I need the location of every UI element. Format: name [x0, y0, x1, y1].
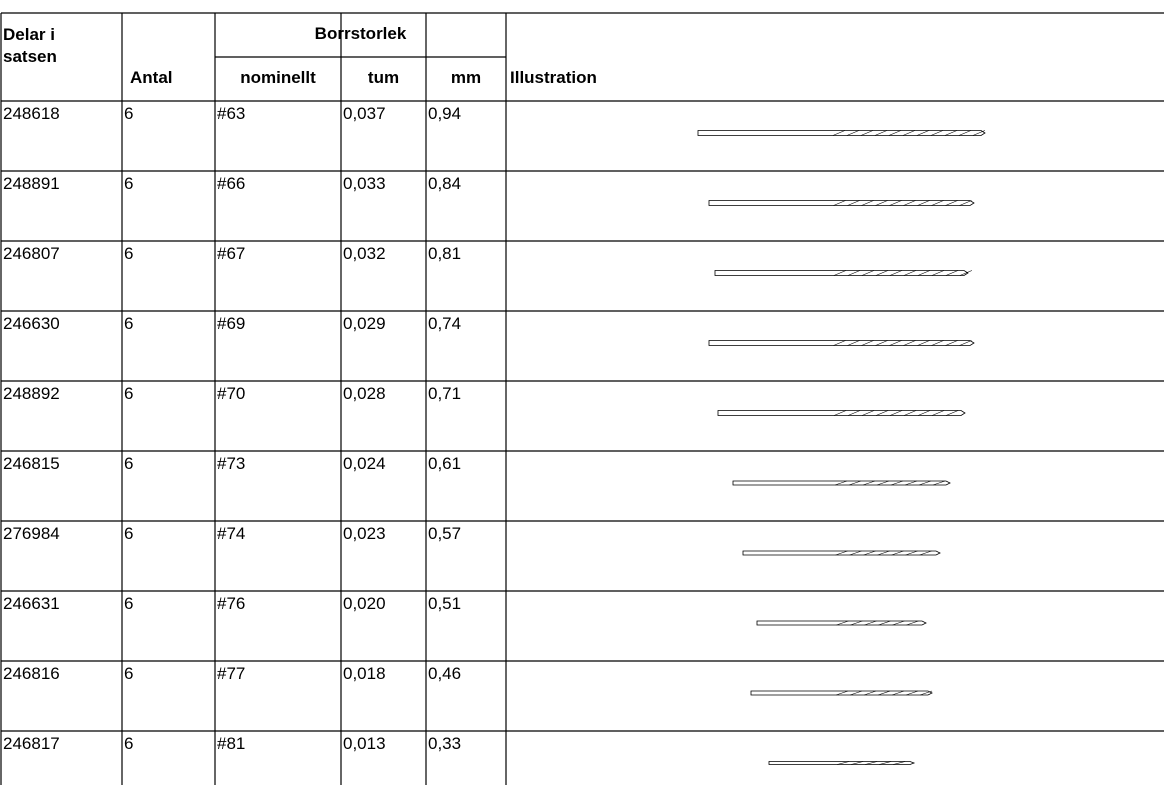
drill-part: [835, 690, 933, 696]
size-inch: 0,029: [343, 314, 386, 333]
header-mm: mm: [450, 68, 482, 87]
nominal-size: #74: [217, 524, 246, 543]
drill-illustration: [714, 270, 973, 276]
quantity: 6: [124, 314, 134, 333]
drill-illustration: [732, 480, 951, 486]
nominal-size: #76: [217, 594, 246, 613]
drill-part: [708, 340, 975, 346]
size-inch: 0,018: [343, 664, 386, 683]
size-inch: 0,023: [343, 524, 386, 543]
drill-illustration: [708, 200, 975, 206]
size-inch: 0,024: [343, 454, 386, 473]
drill-part: [768, 761, 916, 765]
drill-part: [708, 200, 975, 206]
size-mm: 0,94: [428, 104, 462, 123]
part-number: 246807: [3, 244, 60, 263]
drill-part: [833, 200, 972, 206]
header-drill-size: Borrstorlek: [314, 24, 407, 43]
drill-part: [834, 480, 946, 486]
drill-illustration: [717, 410, 966, 416]
drill-part: [837, 761, 906, 765]
header-illustration: Illustration: [510, 68, 597, 87]
quantity: 6: [124, 454, 134, 473]
drill-part: [832, 130, 986, 136]
size-inch: 0,032: [343, 244, 386, 263]
nominal-size: #70: [217, 384, 246, 403]
header-inch: tum: [367, 68, 400, 87]
size-mm: 0,33: [428, 734, 462, 753]
drill-illustration: [697, 130, 986, 136]
part-number: 246817: [3, 734, 60, 753]
nominal-size: #63: [217, 104, 246, 123]
drill-part: [836, 620, 919, 626]
size-mm: 0,61: [428, 454, 462, 473]
nominal-size: #81: [217, 734, 246, 753]
quantity: 6: [124, 524, 134, 543]
drill-part: [714, 270, 969, 276]
quantity: 6: [124, 104, 134, 123]
drill-illustration: [768, 761, 916, 765]
nominal-size: #77: [217, 664, 246, 683]
size-mm: 0,57: [428, 524, 462, 543]
quantity: 6: [124, 244, 134, 263]
size-mm: 0,71: [428, 384, 462, 403]
part-number: 248618: [3, 104, 60, 123]
drill-part: [833, 270, 973, 276]
header-quantity: Antal: [130, 68, 173, 87]
size-mm: 0,51: [428, 594, 462, 613]
quantity: 6: [124, 174, 134, 193]
size-mm: 0,84: [428, 174, 462, 193]
size-inch: 0,037: [343, 104, 386, 123]
quantity: 6: [124, 384, 134, 403]
drill-part: [835, 550, 932, 556]
drill-illustration: [756, 620, 927, 626]
size-inch: 0,028: [343, 384, 386, 403]
part-number: 246630: [3, 314, 60, 333]
part-number: 248892: [3, 384, 60, 403]
part-number: 276984: [3, 524, 60, 543]
size-mm: 0,81: [428, 244, 462, 263]
size-inch: 0,013: [343, 734, 386, 753]
quantity: 6: [124, 664, 134, 683]
quantity: 6: [124, 734, 134, 753]
quantity: 6: [124, 594, 134, 613]
size-mm: 0,46: [428, 664, 462, 683]
size-inch: 0,033: [343, 174, 386, 193]
header-nominal: nominellt: [240, 68, 316, 87]
drill-part: [833, 410, 959, 416]
nominal-size: #69: [217, 314, 246, 333]
part-number: 248891: [3, 174, 60, 193]
size-inch: 0,020: [343, 594, 386, 613]
part-number: 246816: [3, 664, 60, 683]
nominal-size: #66: [217, 174, 246, 193]
size-mm: 0,74: [428, 314, 462, 333]
part-number: 246815: [3, 454, 60, 473]
drill-part: [717, 410, 966, 416]
header-parts: Delar i satsen: [3, 25, 57, 66]
nominal-size: #67: [217, 244, 246, 263]
nominal-size: #73: [217, 454, 246, 473]
drill-part: [697, 130, 986, 136]
drill-part: [833, 340, 972, 346]
drill-illustration: [742, 550, 941, 556]
part-number: 246631: [3, 594, 60, 613]
drill-illustration: [708, 340, 975, 346]
drill-illustration: [750, 690, 933, 696]
